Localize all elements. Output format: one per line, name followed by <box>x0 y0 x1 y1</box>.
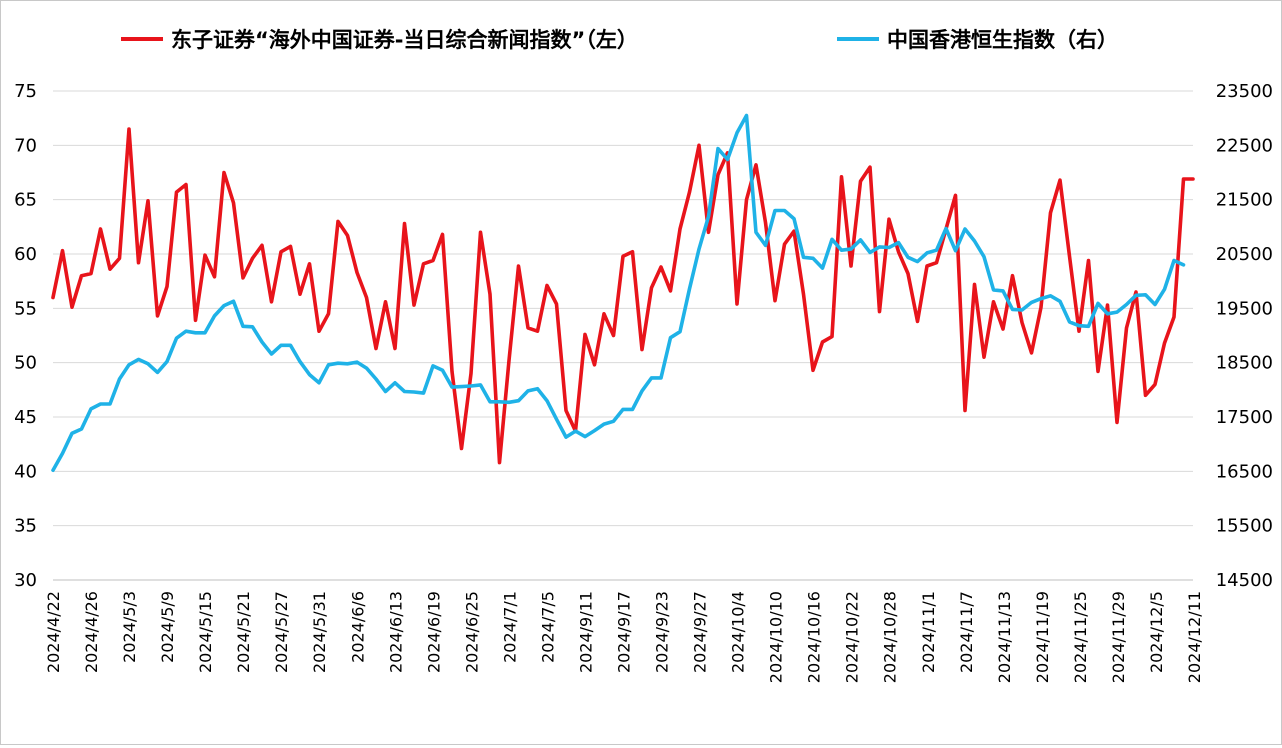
right-tick-label: 22500 <box>1216 135 1273 156</box>
x-tick-label: 2024/10/4 <box>729 591 748 673</box>
x-tick-label: 2024/5/31 <box>310 591 329 673</box>
right-tick-label: 19500 <box>1216 298 1273 319</box>
left-tick-label: 60 <box>14 244 37 265</box>
x-tick-label: 2024/11/13 <box>995 591 1014 683</box>
left-tick-label: 35 <box>14 516 37 537</box>
x-tick-label: 2024/4/26 <box>82 591 101 673</box>
x-tick-label: 2024/5/21 <box>234 591 253 673</box>
x-tick-label: 2024/10/22 <box>843 591 862 683</box>
x-tick-label: 2024/9/17 <box>615 591 634 673</box>
series-line-news-index <box>51 127 1195 465</box>
x-tick-label: 2024/6/13 <box>386 591 405 673</box>
x-tick-label: 2024/5/3 <box>120 591 139 663</box>
x-tick-label: 2024/11/19 <box>1033 591 1052 683</box>
x-tick-label: 2024/9/11 <box>576 591 595 673</box>
legend-label-hsi: 中国香港恒生指数（右） <box>887 28 1118 52</box>
left-tick-label: 40 <box>14 461 37 482</box>
x-tick-label: 2024/11/7 <box>957 591 976 673</box>
x-tick-label: 2024/11/25 <box>1071 591 1090 683</box>
right-tick-label: 18500 <box>1216 353 1273 374</box>
x-tick-label: 2024/10/10 <box>767 591 786 683</box>
right-tick-label: 16500 <box>1216 461 1273 482</box>
left-axis: 30 35 40 45 50 55 60 65 70 75 <box>14 81 37 591</box>
gridlines <box>53 90 1193 581</box>
x-tick-label: 2024/7/1 <box>500 591 519 663</box>
left-tick-label: 75 <box>14 81 37 102</box>
legend: 东子证券“海外中国证券-当日综合新闻指数”（左） 中国香港恒生指数（右） <box>121 28 1118 52</box>
x-axis: 2024/4/22 2024/4/26 2024/5/3 2024/5/9 2024/5… <box>44 591 1204 683</box>
x-tick-label: 2024/11/1 <box>919 591 938 673</box>
x-tick-label: 2024/6/25 <box>462 591 481 673</box>
x-tick-label: 2024/7/5 <box>538 591 557 663</box>
x-tick-label: 2024/12/5 <box>1147 591 1166 673</box>
right-tick-label: 15500 <box>1216 516 1273 537</box>
right-tick-label: 17500 <box>1216 407 1273 428</box>
x-tick-label: 2024/4/22 <box>44 591 63 673</box>
x-tick-label: 2024/6/19 <box>424 591 443 673</box>
legend-label-news-index: 东子证券“海外中国证券-当日综合新闻指数”（左） <box>171 28 638 52</box>
left-tick-label: 50 <box>14 353 37 374</box>
right-tick-label: 23500 <box>1216 81 1273 102</box>
x-tick-label: 2024/9/23 <box>653 591 672 673</box>
left-tick-label: 30 <box>14 570 37 591</box>
x-tick-label: 2024/9/27 <box>691 591 710 673</box>
x-tick-label: 2024/6/6 <box>348 591 367 663</box>
x-tick-label: 2024/5/15 <box>196 591 215 673</box>
x-tick-label: 2024/10/16 <box>805 591 824 683</box>
series-line-hsi <box>51 113 1186 473</box>
right-tick-label: 14500 <box>1216 570 1273 591</box>
left-tick-label: 65 <box>14 190 37 211</box>
x-tick-label: 2024/5/9 <box>158 591 177 663</box>
right-tick-label: 21500 <box>1216 190 1273 211</box>
x-tick-label: 2024/10/28 <box>881 591 900 683</box>
right-tick-label: 20500 <box>1216 244 1273 265</box>
series-lines <box>51 113 1195 473</box>
left-tick-label: 55 <box>14 298 37 319</box>
x-tick-label: 2024/5/27 <box>272 591 291 673</box>
right-axis: 14500 15500 16500 17500 18500 19500 20500 21500… <box>1216 81 1273 591</box>
left-tick-label: 70 <box>14 135 37 156</box>
x-tick-label: 2024/11/29 <box>1109 591 1128 683</box>
x-tick-label: 2024/12/11 <box>1185 591 1204 683</box>
left-tick-label: 45 <box>14 407 37 428</box>
